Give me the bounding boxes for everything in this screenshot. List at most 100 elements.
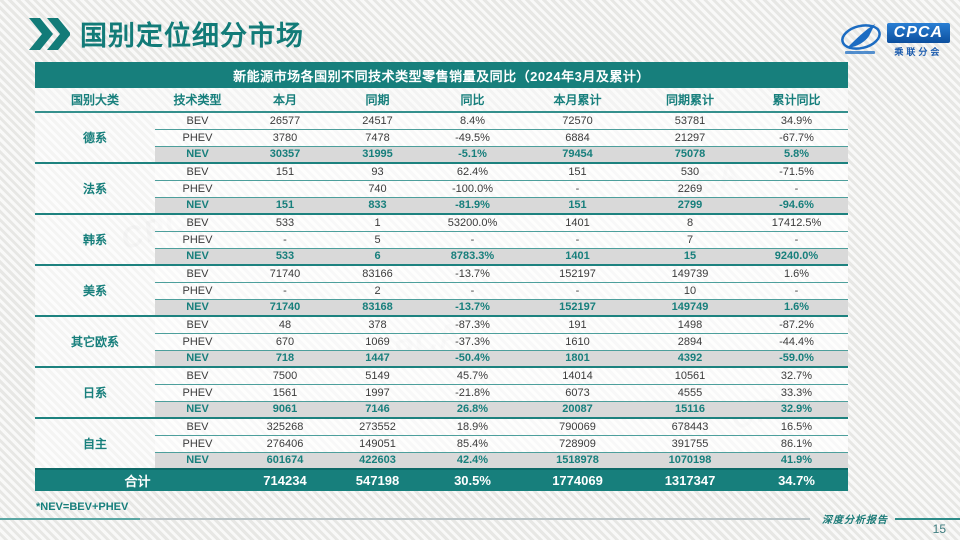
value-cell: -50.4% bbox=[425, 349, 520, 367]
value-cell: 1069 bbox=[330, 332, 425, 350]
value-cell: 86.1% bbox=[745, 434, 848, 452]
group-label: 日系 bbox=[35, 366, 155, 418]
value-cell: 273552 bbox=[330, 417, 425, 435]
total-value-cell: 714234 bbox=[240, 468, 330, 491]
value-cell: 2894 bbox=[635, 332, 745, 350]
column-header: 本月 bbox=[240, 88, 330, 113]
value-cell: 8 bbox=[635, 213, 745, 231]
tech-type-cell: NEV bbox=[155, 400, 240, 418]
value-cell: 6073 bbox=[520, 383, 635, 401]
tech-type-cell: BEV bbox=[155, 366, 240, 384]
footer-divider bbox=[0, 518, 810, 520]
tech-type-cell: BEV bbox=[155, 213, 240, 231]
value-cell: 2799 bbox=[635, 196, 745, 214]
value-cell: 670 bbox=[240, 332, 330, 350]
value-cell: 1518978 bbox=[520, 451, 635, 469]
tech-type-cell: NEV bbox=[155, 298, 240, 316]
value-cell: 191 bbox=[520, 315, 635, 333]
table-row: 日系 BEV 7500 5149 45.7% 14014 10561 32.7% bbox=[35, 366, 848, 418]
value-cell: 1 bbox=[330, 213, 425, 231]
column-header: 同期累计 bbox=[635, 88, 745, 113]
table-row: 韩系 BEV 533 1 53200.0% 1401 8 17412.5% bbox=[35, 213, 848, 265]
tech-type-cell: BEV bbox=[155, 162, 240, 180]
table-row: PHEV 1561 1997 -21.8% 6073 4555 33.3% bbox=[35, 383, 848, 401]
group-label: 美系 bbox=[35, 264, 155, 316]
value-cell: 21297 bbox=[635, 128, 745, 146]
value-cell: 30357 bbox=[240, 145, 330, 163]
value-cell: 6884 bbox=[520, 128, 635, 146]
value-cell: 2269 bbox=[635, 179, 745, 197]
value-cell: -37.3% bbox=[425, 332, 520, 350]
value-cell: 6 bbox=[330, 247, 425, 265]
value-cell: 678443 bbox=[635, 417, 745, 435]
group-label: 法系 bbox=[35, 162, 155, 214]
value-cell: 71740 bbox=[240, 264, 330, 282]
value-cell: 32.9% bbox=[745, 400, 848, 418]
value-cell: -21.8% bbox=[425, 383, 520, 401]
footer-divider-right bbox=[895, 518, 960, 520]
group-label: 自主 bbox=[35, 417, 155, 469]
table-row: 其它欧系 BEV 48 378 -87.3% 191 1498 -87.2% bbox=[35, 315, 848, 367]
table-row: NEV 151 833 -81.9% 151 2799 -94.6% bbox=[35, 196, 848, 214]
table-header-row: 国别大类 技术类型 本月 同期 同比 本月累计 同期累计 累计同比 bbox=[35, 88, 848, 113]
table-row: PHEV -2- -10- bbox=[35, 281, 848, 299]
total-value-cell: 30.5% bbox=[425, 468, 520, 491]
value-cell: 32.7% bbox=[745, 366, 848, 384]
cpca-logo-label: CPCA bbox=[886, 22, 950, 43]
value-cell: -87.3% bbox=[425, 315, 520, 333]
value-cell: - bbox=[240, 230, 330, 248]
table-row: NEV 71740 83168 -13.7% 152197 149749 1.6% bbox=[35, 298, 848, 316]
value-cell: -67.7% bbox=[745, 128, 848, 146]
value-cell: 3780 bbox=[240, 128, 330, 146]
value-cell: 33.3% bbox=[745, 383, 848, 401]
tech-type-cell: BEV bbox=[155, 111, 240, 129]
value-cell: 5149 bbox=[330, 366, 425, 384]
group-label: 其它欧系 bbox=[35, 315, 155, 367]
value-cell: 728909 bbox=[520, 434, 635, 452]
value-cell: - bbox=[520, 230, 635, 248]
tech-type-cell: PHEV bbox=[155, 281, 240, 299]
tech-type-cell: PHEV bbox=[155, 332, 240, 350]
value-cell: 15116 bbox=[635, 400, 745, 418]
value-cell: 1498 bbox=[635, 315, 745, 333]
value-cell: 79454 bbox=[520, 145, 635, 163]
value-cell: 1801 bbox=[520, 349, 635, 367]
value-cell: 422603 bbox=[330, 451, 425, 469]
column-header: 累计同比 bbox=[745, 88, 848, 113]
value-cell: 2 bbox=[330, 281, 425, 299]
value-cell: 8783.3% bbox=[425, 247, 520, 265]
value-cell: 391755 bbox=[635, 434, 745, 452]
table-row: 美系 BEV 71740 83166 -13.7% 152197 149739 1.6% bbox=[35, 264, 848, 316]
table-row: 自主 BEV 325268 273552 18.9% 790069 678443 16.5% bbox=[35, 417, 848, 469]
tech-type-cell: BEV bbox=[155, 417, 240, 435]
table-row: NEV 533 6 8783.3% 1401 15 9240.0% bbox=[35, 247, 848, 265]
value-cell: 152197 bbox=[520, 264, 635, 282]
value-cell: 151 bbox=[520, 162, 635, 180]
page-number: 15 bbox=[932, 522, 946, 536]
value-cell: 93 bbox=[330, 162, 425, 180]
value-cell: 5 bbox=[330, 230, 425, 248]
value-cell: -13.7% bbox=[425, 264, 520, 282]
sales-table: 国别大类 技术类型 本月 同期 同比 本月累计 同期累计 累计同比 德系 BEV 26577 245… bbox=[35, 88, 848, 491]
value-cell: -100.0% bbox=[425, 179, 520, 197]
value-cell: 14014 bbox=[520, 366, 635, 384]
column-header: 同比 bbox=[425, 88, 520, 113]
tech-type-cell: PHEV bbox=[155, 128, 240, 146]
value-cell: 41.9% bbox=[745, 451, 848, 469]
value-cell: 1447 bbox=[330, 349, 425, 367]
value-cell: 1401 bbox=[520, 247, 635, 265]
value-cell: 53200.0% bbox=[425, 213, 520, 231]
value-cell: -87.2% bbox=[745, 315, 848, 333]
value-cell bbox=[240, 179, 330, 197]
column-header: 本月累计 bbox=[520, 88, 635, 113]
tech-type-cell: PHEV bbox=[155, 434, 240, 452]
value-cell: - bbox=[240, 281, 330, 299]
tech-type-cell: NEV bbox=[155, 451, 240, 469]
total-row: 合计 714234 547198 30.5% 1774069 1317347 34.7% bbox=[35, 468, 848, 491]
table-row: NEV 30357 31995 -5.1% 79454 75078 5.8% bbox=[35, 145, 848, 163]
tech-type-cell: NEV bbox=[155, 349, 240, 367]
value-cell: 83166 bbox=[330, 264, 425, 282]
value-cell: 48 bbox=[240, 315, 330, 333]
tech-type-cell: NEV bbox=[155, 145, 240, 163]
